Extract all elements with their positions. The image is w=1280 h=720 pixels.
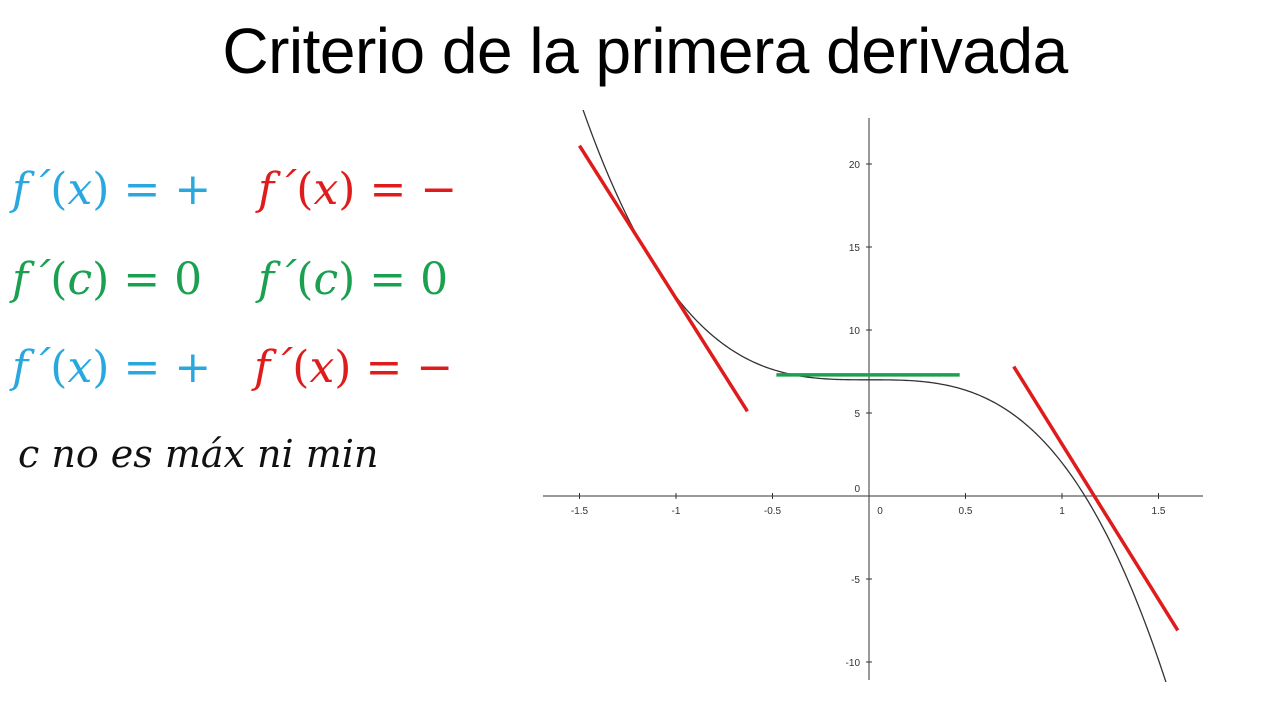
equation-critical-left: f´(c) = 0 bbox=[12, 254, 203, 305]
equation-decreasing-right-2: f´(x) = − bbox=[254, 342, 454, 393]
x-tick-label: 1 bbox=[1059, 506, 1065, 517]
y-tick-label: -10 bbox=[846, 658, 861, 669]
eq-arg: x bbox=[67, 164, 93, 215]
eq-rhs: + bbox=[174, 342, 212, 393]
eq-arg: c bbox=[67, 254, 93, 305]
equation-critical-right: f´(c) = 0 bbox=[258, 254, 449, 305]
x-tick-label: 0.5 bbox=[959, 506, 973, 517]
function-curve bbox=[582, 110, 1167, 682]
eq-rhs: 0 bbox=[174, 254, 203, 305]
x-tick-label: -1.5 bbox=[571, 506, 589, 517]
y-tick-label: 5 bbox=[854, 409, 860, 420]
eq-rhs: 0 bbox=[420, 254, 449, 305]
eq-rhs: + bbox=[174, 164, 212, 215]
x-tick-label: 1.5 bbox=[1152, 506, 1166, 517]
eq-fn: f´ bbox=[258, 254, 297, 305]
eq-rhs: − bbox=[420, 164, 458, 215]
eq-fn: f´ bbox=[12, 164, 51, 215]
eq-arg: x bbox=[313, 164, 339, 215]
tangent-line-1 bbox=[578, 144, 749, 413]
eq-arg: c bbox=[313, 254, 339, 305]
eq-fn: f´ bbox=[12, 342, 51, 393]
equations-panel: f´(x) = + f´(x) = − f´(c) = 0 f´(c) = 0 … bbox=[0, 0, 520, 720]
eq-rhs: − bbox=[416, 342, 454, 393]
y-tick-label: 20 bbox=[849, 160, 861, 171]
equation-increasing-left-1: f´(x) = + bbox=[12, 164, 212, 215]
tangent-line-3 bbox=[1012, 365, 1180, 632]
y-tick-label: -5 bbox=[851, 575, 860, 586]
eq-arg: x bbox=[309, 342, 335, 393]
equation-increasing-left-2: f´(x) = + bbox=[12, 342, 212, 393]
eq-arg: x bbox=[67, 342, 93, 393]
y-tick-label: 10 bbox=[849, 326, 861, 337]
eq-fn: f´ bbox=[258, 164, 297, 215]
eq-fn: f´ bbox=[12, 254, 51, 305]
equation-decreasing-right-1: f´(x) = − bbox=[258, 164, 458, 215]
y-tick-label: 15 bbox=[849, 243, 861, 254]
y-tick-label: 0 bbox=[854, 484, 860, 495]
x-tick-label: -1 bbox=[672, 506, 681, 517]
x-tick-label: 0 bbox=[877, 506, 883, 517]
x-tick-label: -0.5 bbox=[764, 506, 782, 517]
conclusion-note: c no es máx ni min bbox=[18, 432, 379, 476]
eq-fn: f´ bbox=[254, 342, 293, 393]
page-title: Criterio de la primera derivada bbox=[222, 15, 1068, 87]
